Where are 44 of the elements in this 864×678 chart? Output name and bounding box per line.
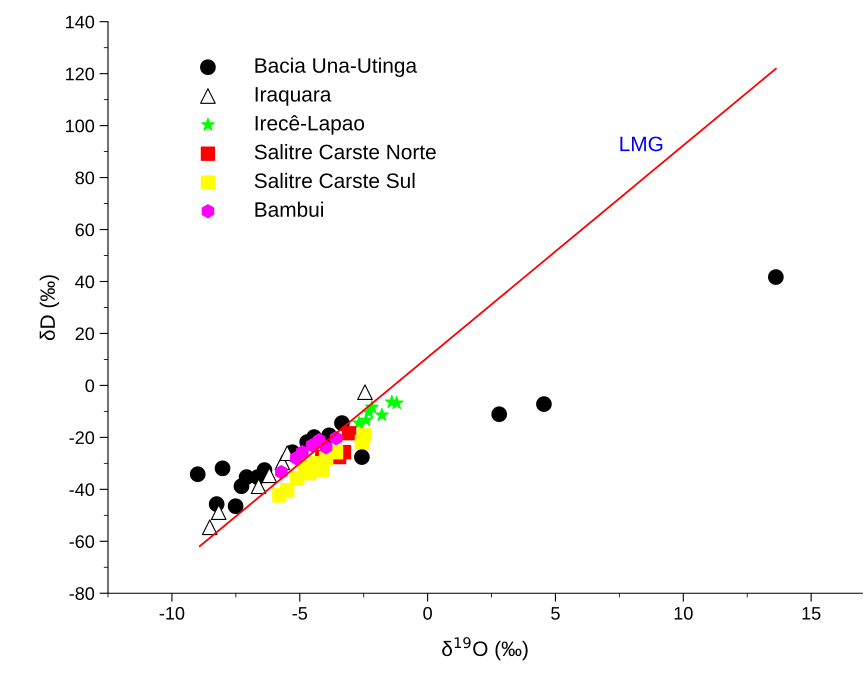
y-tick-label: -60 xyxy=(70,535,94,548)
point xyxy=(356,428,372,442)
point xyxy=(250,478,266,494)
legend-label: Bambui xyxy=(255,202,323,217)
y-tick-label: 140 xyxy=(66,16,94,28)
x-tick-label: 0 xyxy=(423,606,432,620)
point xyxy=(357,384,373,400)
point xyxy=(280,482,294,498)
point xyxy=(190,466,206,482)
y-tick-label: -80 xyxy=(70,587,94,600)
point xyxy=(375,408,389,421)
x-tick-label: 5 xyxy=(551,607,560,620)
annotation: LMG xyxy=(620,136,662,152)
legend-label: Iraquara xyxy=(256,87,332,106)
x-tick-label: -10 xyxy=(160,606,184,620)
y-tick-label: 100 xyxy=(66,120,94,132)
y-tick-label: -20 xyxy=(70,431,94,444)
point xyxy=(354,449,370,465)
legend-label: Salitre Carste Norte xyxy=(254,144,436,160)
point xyxy=(342,426,356,440)
y-tick-label: 80 xyxy=(76,172,94,184)
point xyxy=(491,406,508,422)
legend-label: Bacia Una-Utinga xyxy=(255,58,418,78)
point xyxy=(768,269,784,285)
y-tick-label: -40 xyxy=(70,483,94,496)
y-tick-label: 120 xyxy=(66,68,94,80)
x-tick-label: -5 xyxy=(292,607,308,620)
point xyxy=(228,498,244,514)
x-tick-label: 10 xyxy=(674,606,693,620)
point xyxy=(296,445,309,460)
x-tick-label: 15 xyxy=(802,607,820,620)
y-tick-label: 60 xyxy=(76,223,94,236)
y-tick-label: 0 xyxy=(85,379,94,392)
y-axis-title: δD (‰) xyxy=(40,275,60,340)
point xyxy=(214,460,230,476)
x-axis-title: δ$^{19}$O (‰) xyxy=(442,637,528,660)
y-tick-label: 20 xyxy=(76,327,94,340)
legend-label: Salitre Carste Sul xyxy=(254,172,414,188)
legend-label: Irecê-Lapao xyxy=(256,115,364,135)
point xyxy=(536,396,552,412)
point xyxy=(202,519,218,536)
y-tick-label: 40 xyxy=(75,275,94,288)
point xyxy=(234,478,250,494)
point xyxy=(262,467,278,484)
